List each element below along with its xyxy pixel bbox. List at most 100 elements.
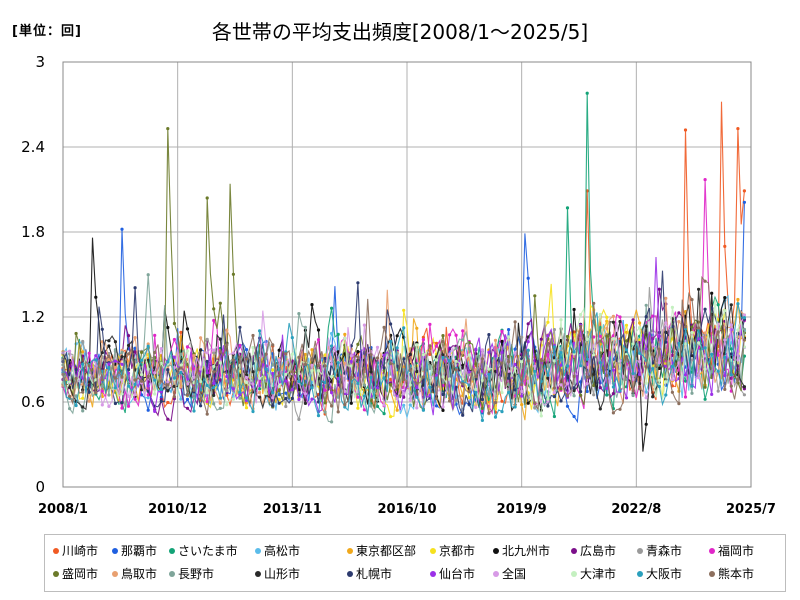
data-point	[546, 364, 550, 368]
data-point	[683, 339, 688, 343]
data-point	[520, 360, 524, 364]
data-point	[526, 401, 530, 405]
data-point	[585, 337, 589, 341]
data-point	[199, 348, 203, 352]
data-point	[434, 376, 439, 380]
data-point	[172, 355, 176, 359]
y-tick-label: 3	[35, 53, 45, 71]
data-point	[179, 352, 183, 356]
data-point	[159, 387, 163, 391]
legend-item: 青森市	[637, 544, 682, 558]
data-point	[742, 338, 747, 342]
data-point	[474, 388, 478, 392]
data-point	[428, 385, 432, 389]
data-point	[81, 390, 85, 394]
data-point	[585, 389, 589, 394]
x-tick-label: 2022/8	[611, 502, 661, 517]
legend-label: 仙台市	[439, 567, 476, 581]
data-point	[126, 343, 131, 347]
data-point	[218, 396, 222, 400]
data-point	[271, 368, 275, 372]
data-point	[493, 415, 498, 419]
data-point	[153, 350, 157, 355]
data-point	[74, 394, 78, 398]
data-point	[539, 414, 543, 418]
data-point	[146, 408, 150, 412]
data-point	[605, 315, 609, 319]
data-point	[166, 400, 170, 405]
data-point	[218, 401, 222, 405]
data-point	[231, 387, 235, 391]
data-point	[631, 371, 635, 376]
data-point	[205, 412, 209, 416]
legend-label: 広島市	[580, 544, 617, 558]
data-point	[159, 379, 163, 383]
data-point	[297, 312, 301, 316]
legend-label: 鳥取市	[121, 567, 158, 581]
data-point	[651, 367, 655, 371]
data-point	[526, 348, 530, 352]
data-point	[729, 303, 733, 307]
data-point	[277, 388, 281, 392]
x-tick-label: 2016/10	[377, 502, 436, 517]
data-point	[624, 355, 629, 359]
data-point	[166, 360, 170, 364]
data-point	[723, 387, 727, 391]
data-point	[402, 403, 406, 407]
data-point	[631, 377, 635, 381]
data-point	[736, 328, 740, 332]
data-point	[369, 353, 373, 357]
data-point	[441, 392, 445, 397]
data-point	[539, 358, 543, 362]
data-point	[120, 227, 124, 231]
data-point	[461, 329, 465, 333]
data-point	[559, 318, 563, 322]
y-tick-label: 0.6	[21, 393, 45, 411]
data-point	[552, 359, 557, 363]
data-point	[225, 328, 229, 332]
data-point	[369, 404, 373, 408]
y-axis-ticks: 0 0.6 1.2 1.8 2.4 3	[21, 53, 45, 496]
legend-item: 山形市	[255, 567, 300, 581]
data-point	[664, 364, 668, 368]
data-point	[192, 375, 196, 379]
data-point	[500, 329, 504, 333]
data-point	[644, 347, 648, 351]
data-point	[74, 331, 78, 336]
data-point	[487, 367, 491, 371]
data-point	[618, 319, 622, 324]
data-point	[238, 355, 242, 359]
data-point	[624, 323, 629, 327]
data-point	[172, 321, 176, 326]
data-point	[251, 345, 255, 350]
data-point	[408, 403, 412, 407]
data-point	[238, 325, 242, 329]
data-point	[716, 303, 720, 307]
data-point	[290, 352, 294, 356]
data-point	[277, 401, 281, 405]
data-point	[107, 344, 111, 348]
data-point	[690, 325, 694, 329]
legend-item: 札幌市	[347, 567, 392, 581]
data-point	[218, 378, 222, 382]
data-point	[120, 401, 124, 405]
data-point	[74, 403, 78, 408]
data-point	[205, 359, 209, 364]
data-point	[579, 324, 583, 328]
data-point	[546, 352, 550, 357]
data-point	[244, 380, 249, 384]
data-point	[185, 406, 190, 410]
data-point	[657, 366, 661, 370]
series-20	[61, 275, 747, 416]
data-point	[552, 390, 557, 395]
data-point	[264, 367, 268, 371]
data-point	[113, 340, 117, 344]
data-point	[362, 366, 366, 370]
y-tick-label: 2.4	[21, 138, 45, 156]
data-point	[729, 341, 733, 345]
data-point	[218, 361, 222, 365]
data-point	[343, 389, 347, 393]
data-point	[199, 404, 203, 408]
data-point	[192, 409, 196, 413]
y-tick-label: 1.8	[21, 223, 45, 241]
